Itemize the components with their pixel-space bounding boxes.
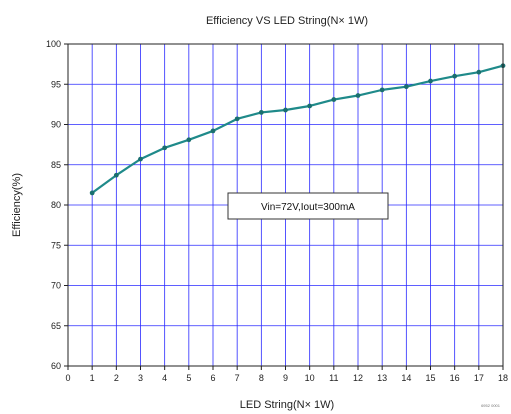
x-tick-label: 0 [65,373,70,383]
y-tick-label: 100 [46,39,61,49]
y-tick-label: 75 [51,240,61,250]
y-tick-label: 85 [51,160,61,170]
data-point [283,107,288,113]
x-tick-label: 18 [498,373,508,383]
annotation-box: Vin=72V,Iout=300mA [227,192,389,220]
x-tick-label: 15 [425,373,435,383]
x-tick-label: 9 [283,373,288,383]
data-point [403,84,409,90]
data-point [355,93,361,98]
y-axis-label: Efficiency(%) [11,173,23,237]
series-line [91,64,504,194]
data-point [331,97,337,102]
data-point [234,116,240,122]
data-point [428,78,433,84]
y-tick-label: 60 [51,361,61,371]
x-tick-label: 16 [450,373,460,383]
x-axis-label: LED String(N× 1W) [240,399,334,411]
x-tick-label: 3 [138,373,143,383]
data-point [258,110,264,115]
x-tick-label: 10 [305,373,315,383]
footnote: 6952 0001 [481,403,501,408]
x-tick-label: 13 [377,373,387,383]
y-tick-label: 70 [51,281,61,291]
x-tick-label: 1 [90,373,95,383]
x-tick-label: 4 [162,373,167,383]
ticks: 0 1 2 3 4 5 6 7 8 9 10 11 12 13 14 15 16 17 18606570758085… [46,39,508,383]
x-tick-label: 17 [474,373,484,383]
series-layer [89,63,506,196]
y-tick-label: 65 [51,321,61,331]
y-tick-label: 95 [51,79,61,89]
data-point [138,156,143,162]
data-point [476,69,482,75]
data-point [113,172,119,178]
x-tick-label: 8 [259,373,264,383]
x-tick-label: 12 [353,373,363,383]
data-point [452,73,458,79]
y-tick-label: 80 [51,200,61,210]
data-point [379,87,385,93]
y-tick-label: 90 [51,120,61,130]
data-point [186,137,192,143]
x-tick-label: 7 [235,373,240,383]
data-point [210,128,216,134]
chart-title: Efficiency VS LED String(N× 1W) [206,15,368,27]
annotation-text: Vin=72V,Iout=300mA [261,202,355,213]
x-tick-label: 14 [401,373,411,383]
data-point [307,103,313,109]
data-point [162,145,168,151]
x-tick-label: 5 [186,373,191,383]
data-point [89,190,95,196]
x-tick-label: 2 [114,373,119,383]
x-tick-label: 6 [210,373,215,383]
x-tick-label: 11 [329,373,338,383]
